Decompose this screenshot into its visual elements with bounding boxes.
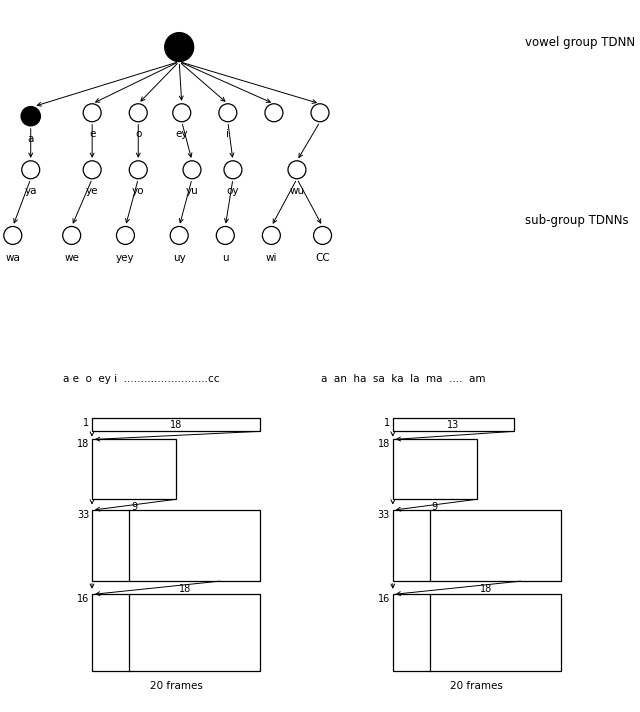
Bar xyxy=(393,439,477,499)
Text: e: e xyxy=(89,130,95,140)
Text: sub-group TDNNs: sub-group TDNNs xyxy=(525,214,628,227)
Text: 13: 13 xyxy=(447,419,460,429)
Text: 16: 16 xyxy=(378,595,390,604)
Text: yey: yey xyxy=(116,253,135,263)
Text: wi: wi xyxy=(266,253,277,263)
Text: 18: 18 xyxy=(179,584,191,594)
Text: uy: uy xyxy=(173,253,186,263)
Text: wu: wu xyxy=(289,187,305,197)
Text: 20 frames: 20 frames xyxy=(451,681,503,691)
Text: 18: 18 xyxy=(77,439,89,449)
Text: ey: ey xyxy=(175,130,188,140)
Text: oy: oy xyxy=(227,187,239,197)
Text: yo: yo xyxy=(132,187,145,197)
Text: 18: 18 xyxy=(480,584,492,594)
Text: 20 frames: 20 frames xyxy=(150,681,202,691)
Text: u: u xyxy=(222,253,228,263)
Text: o: o xyxy=(135,130,141,140)
Text: 18: 18 xyxy=(378,439,390,449)
Bar xyxy=(92,595,260,671)
Bar xyxy=(92,511,260,581)
Text: 9: 9 xyxy=(131,502,137,512)
Bar xyxy=(393,511,561,581)
Text: a e  o  ey i  .........................cc: a e o ey i .........................cc xyxy=(63,374,219,384)
Text: 9: 9 xyxy=(432,502,438,512)
Bar xyxy=(393,595,561,671)
Text: ya: ya xyxy=(24,187,37,197)
Text: a  an  ha  sa  ka  la  ma  ....  am: a an ha sa ka la ma .... am xyxy=(321,374,486,384)
Circle shape xyxy=(164,33,194,62)
Text: a: a xyxy=(28,134,34,144)
Bar xyxy=(393,418,514,431)
Text: CC: CC xyxy=(315,253,330,263)
Circle shape xyxy=(21,107,40,126)
Text: 33: 33 xyxy=(378,511,390,520)
Text: ye: ye xyxy=(86,187,99,197)
Text: vowel group TDNN: vowel group TDNN xyxy=(525,36,635,49)
Text: i: i xyxy=(227,130,229,140)
Text: we: we xyxy=(64,253,79,263)
Text: yu: yu xyxy=(186,187,198,197)
Bar xyxy=(92,418,260,431)
Text: 16: 16 xyxy=(77,595,89,604)
Text: 18: 18 xyxy=(170,419,182,429)
Text: 1: 1 xyxy=(83,418,89,428)
Bar xyxy=(92,439,176,499)
Text: wa: wa xyxy=(5,253,20,263)
Text: 1: 1 xyxy=(384,418,390,428)
Text: 33: 33 xyxy=(77,511,89,520)
